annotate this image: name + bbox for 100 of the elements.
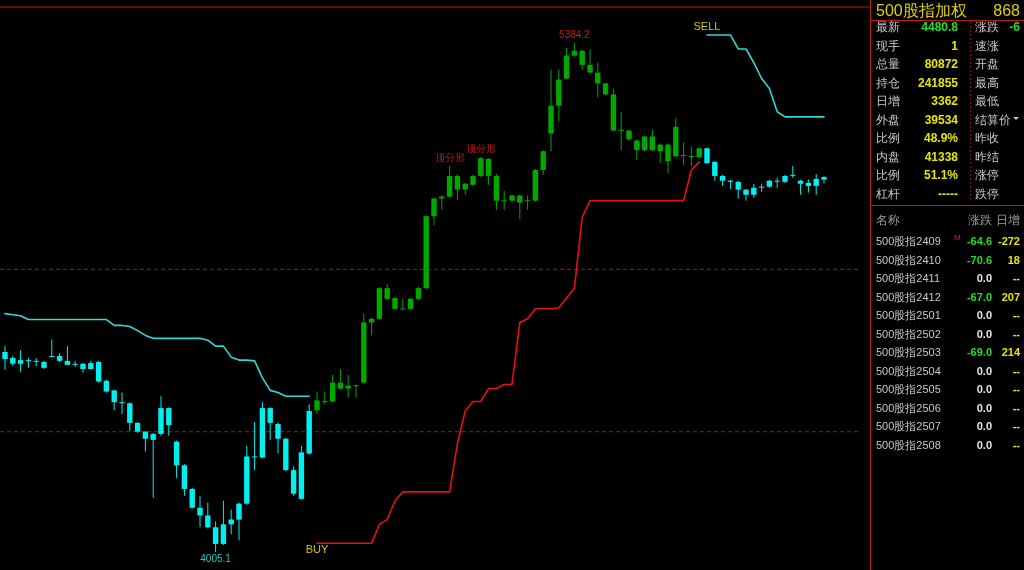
candlestick xyxy=(64,345,71,366)
text: 现手 xyxy=(876,38,900,53)
candlestick xyxy=(205,502,211,529)
text: -272 xyxy=(997,235,1020,247)
candlestick xyxy=(49,338,55,358)
text: 名称 xyxy=(876,213,900,227)
text: 内盘 xyxy=(876,149,900,164)
candlestick xyxy=(688,145,695,167)
text: -- xyxy=(1012,272,1021,284)
candlestick xyxy=(579,49,585,71)
text: 结算价 xyxy=(975,112,1011,127)
candlestick xyxy=(275,422,281,454)
candlestick xyxy=(478,156,484,178)
candlestick xyxy=(80,362,86,374)
text: 0.0 xyxy=(976,327,992,340)
candlestick xyxy=(813,173,819,196)
text: 总量 xyxy=(875,57,900,71)
text: 868 xyxy=(993,2,1021,19)
text: 500股指2506 xyxy=(876,401,941,414)
text: 跌停 xyxy=(975,186,999,201)
annotation: 5384.2 xyxy=(559,29,591,40)
candlestick xyxy=(400,298,406,311)
text: -- xyxy=(1012,327,1021,340)
candlestick xyxy=(17,349,24,373)
candlestick xyxy=(2,345,8,371)
text: 80872 xyxy=(924,57,959,71)
text: 207 xyxy=(1001,290,1020,303)
candlestick xyxy=(95,360,102,384)
text: 速涨 xyxy=(975,38,999,53)
text: 500股指2411 xyxy=(876,272,941,284)
annotation: 顶分形 xyxy=(434,151,465,163)
text: 日增 xyxy=(876,94,900,108)
candlestick xyxy=(150,432,156,499)
candlestick xyxy=(563,47,570,81)
text: 500股指2503 xyxy=(876,346,941,358)
text: 500股指2409 xyxy=(876,235,941,247)
text: 500股指2412 xyxy=(876,290,941,303)
text: 涨跌 xyxy=(968,213,992,227)
candlestick xyxy=(524,195,531,211)
candlestick xyxy=(353,383,359,398)
annotation: BUY xyxy=(305,543,329,556)
text: 39534 xyxy=(924,112,959,127)
text: 4480.8 xyxy=(921,20,959,34)
text: 3362 xyxy=(931,94,959,108)
text: 开盘 xyxy=(975,57,999,71)
text: 500股指2505 xyxy=(876,383,941,395)
text: 最新 xyxy=(876,20,900,34)
text: 500股指2501 xyxy=(876,309,941,321)
text: 500股指2502 xyxy=(876,327,941,340)
candlestick xyxy=(618,111,624,151)
candlestick xyxy=(774,177,780,189)
candlestick xyxy=(251,421,258,471)
candlestick xyxy=(197,495,203,528)
candlestick xyxy=(322,390,328,405)
text: -- xyxy=(1012,401,1021,414)
text: -- xyxy=(1012,383,1021,395)
text: -67.0 xyxy=(966,290,992,303)
text: 持仓 xyxy=(876,75,900,90)
candlestick xyxy=(680,141,687,166)
candlestick xyxy=(166,406,172,437)
candlestick xyxy=(790,165,796,179)
text: 比例 xyxy=(876,131,900,145)
candlestick xyxy=(485,157,492,186)
text: 最高 xyxy=(975,75,999,90)
candlestick xyxy=(25,357,32,369)
text: ----- xyxy=(938,186,958,201)
text: 214 xyxy=(1001,346,1021,358)
candlestick xyxy=(649,129,656,152)
text: 1 xyxy=(951,38,959,53)
candlestick xyxy=(173,440,180,479)
text: 昨收 xyxy=(975,131,999,145)
text: M xyxy=(954,233,961,242)
candlestick xyxy=(712,160,718,182)
candlestick xyxy=(431,197,437,226)
text: 比例 xyxy=(876,168,900,182)
candlestick xyxy=(236,502,242,541)
candlestick xyxy=(501,190,507,211)
text: 41338 xyxy=(924,149,959,164)
text: 0.0 xyxy=(976,309,992,321)
text: 500股指2507 xyxy=(876,420,941,432)
text: 0.0 xyxy=(976,401,992,414)
candlestick xyxy=(587,48,593,74)
text: -69.0 xyxy=(966,346,992,358)
candlestick xyxy=(540,149,546,176)
candlestick xyxy=(821,175,827,185)
candlestick xyxy=(314,390,320,415)
candlestick xyxy=(127,401,133,432)
text: 500股指加权 xyxy=(876,2,967,19)
text: 500股指2504 xyxy=(876,364,941,377)
candlestick xyxy=(634,138,640,161)
candlestick xyxy=(345,374,351,398)
text: 涨跌 xyxy=(975,20,999,34)
text: 0.0 xyxy=(976,420,992,432)
annotation: SELL xyxy=(693,19,721,32)
text: 外盘 xyxy=(876,112,900,127)
text: 0.0 xyxy=(976,438,992,451)
text: 日增 xyxy=(996,213,1020,227)
text: 51.1% xyxy=(923,168,959,182)
text: 0.0 xyxy=(976,383,992,395)
text: -- xyxy=(1012,364,1021,377)
